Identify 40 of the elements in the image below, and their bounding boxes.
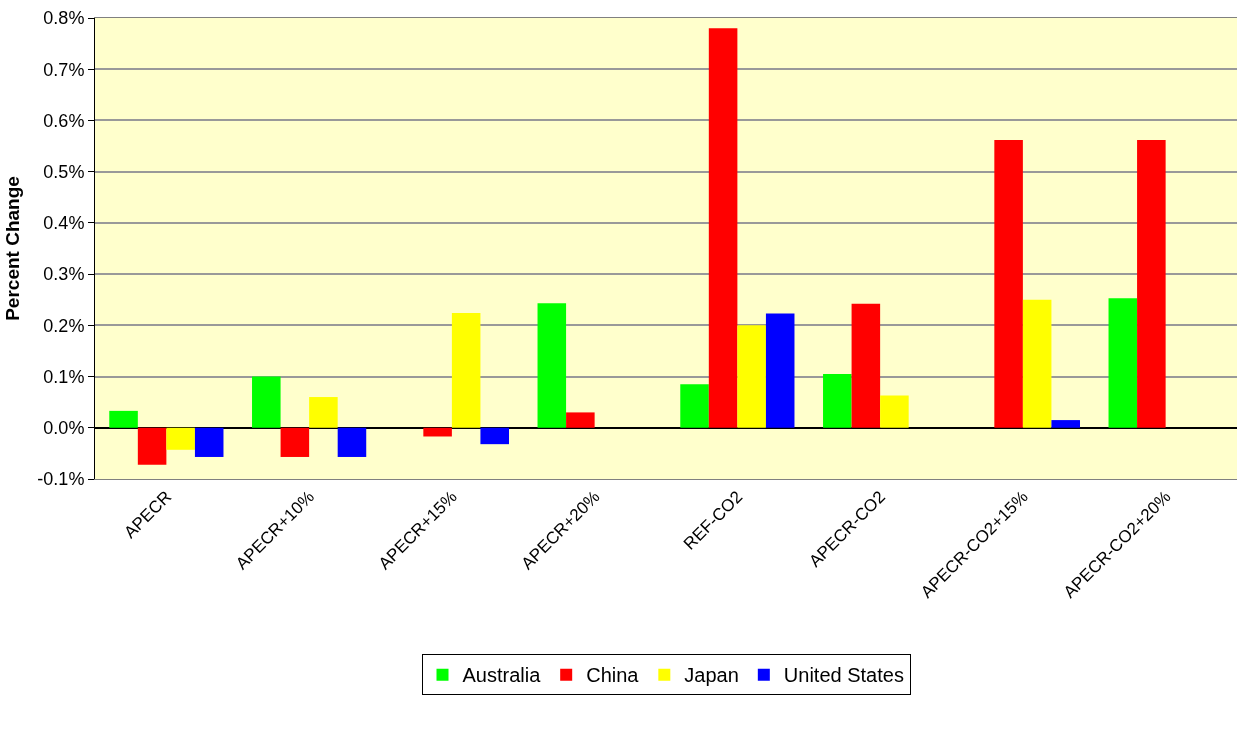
bar [337, 427, 367, 457]
bar [1022, 299, 1052, 428]
bar [708, 28, 738, 428]
bar [880, 395, 909, 428]
bar [1051, 420, 1080, 428]
bar [566, 412, 595, 428]
y-tick-label: 0.5% [43, 161, 85, 182]
y-axis-title: Percent Change [2, 176, 24, 321]
bar [166, 427, 195, 450]
bar [851, 303, 881, 428]
bar [252, 376, 281, 428]
bar [423, 427, 452, 437]
legend-label: Japan [684, 664, 739, 687]
legend-label: United States [783, 664, 904, 687]
y-tick-label: 0.4% [43, 213, 85, 234]
y-tick-label: 0.2% [43, 315, 85, 336]
y-tick-label: 0.6% [43, 110, 85, 131]
bar [994, 139, 1023, 428]
bar [737, 325, 766, 428]
bar [765, 313, 795, 428]
y-tick-label: 0.1% [43, 366, 85, 387]
bar [1137, 139, 1166, 428]
y-tick-label: -0.1% [37, 469, 85, 490]
bar [309, 397, 338, 428]
bar [451, 313, 481, 428]
y-tick-label: 0.3% [43, 264, 85, 285]
bar [194, 427, 224, 457]
bar [537, 303, 567, 428]
bar [480, 427, 509, 445]
bar [109, 410, 138, 428]
legend-label: China [586, 664, 640, 687]
bar [823, 373, 852, 428]
y-tick-label: 0.0% [43, 418, 85, 439]
legend-label: Australia [462, 664, 542, 687]
y-tick-label: 0.8% [43, 8, 85, 29]
bar [137, 427, 167, 465]
bar [680, 384, 709, 428]
bar [280, 427, 310, 457]
y-tick-label: 0.7% [43, 59, 85, 80]
bar [1108, 298, 1138, 428]
